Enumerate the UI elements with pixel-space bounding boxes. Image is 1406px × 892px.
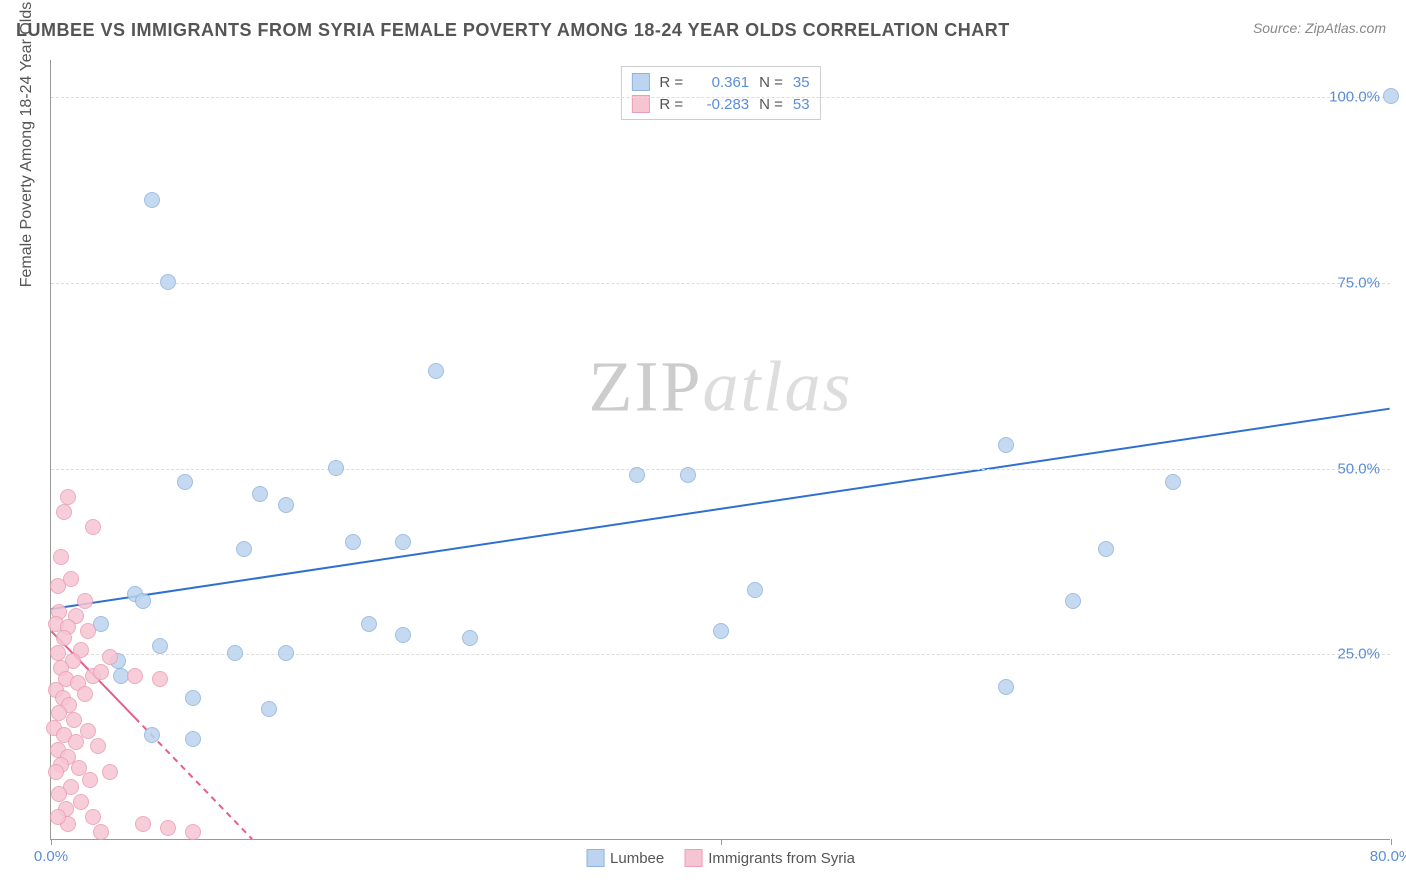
scatter-point <box>56 504 72 520</box>
legend-series-item: Lumbee <box>586 849 664 867</box>
x-tick-label: 0.0% <box>34 848 68 865</box>
watermark: ZIPatlas <box>588 346 852 429</box>
scatter-point <box>85 519 101 535</box>
y-tick-label: 75.0% <box>1337 274 1380 291</box>
scatter-point <box>51 786 67 802</box>
scatter-point <box>82 772 98 788</box>
legend-series-label: Immigrants from Syria <box>708 850 855 867</box>
scatter-point <box>680 467 696 483</box>
scatter-point <box>462 630 478 646</box>
scatter-point <box>713 623 729 639</box>
scatter-point <box>252 486 268 502</box>
scatter-point <box>629 467 645 483</box>
scatter-point <box>127 668 143 684</box>
scatter-point <box>428 363 444 379</box>
scatter-point <box>48 764 64 780</box>
legend-swatch <box>684 849 702 867</box>
scatter-point <box>185 731 201 747</box>
y-tick-label: 100.0% <box>1329 89 1380 106</box>
plot-area: ZIPatlas R =0.361N =35R =-0.283N =53 Lum… <box>50 60 1390 840</box>
scatter-point <box>236 541 252 557</box>
scatter-point <box>144 192 160 208</box>
x-tick <box>51 839 52 845</box>
scatter-point <box>395 627 411 643</box>
scatter-point <box>160 820 176 836</box>
scatter-point <box>1165 474 1181 490</box>
legend-series: Lumbee Immigrants from Syria <box>586 849 855 867</box>
scatter-point <box>160 274 176 290</box>
x-tick <box>721 839 722 845</box>
r-value: 0.361 <box>693 74 749 91</box>
scatter-point <box>77 686 93 702</box>
legend-series-item: Immigrants from Syria <box>684 849 855 867</box>
scatter-point <box>66 712 82 728</box>
scatter-point <box>278 645 294 661</box>
y-axis-label: Female Poverty Among 18-24 Year Olds <box>18 2 36 288</box>
watermark-part2: atlas <box>702 347 852 427</box>
scatter-point <box>93 824 109 840</box>
legend-correlation: R =0.361N =35R =-0.283N =53 <box>620 66 820 120</box>
scatter-point <box>177 474 193 490</box>
scatter-point <box>56 630 72 646</box>
scatter-point <box>1065 593 1081 609</box>
scatter-point <box>747 582 763 598</box>
scatter-point <box>77 593 93 609</box>
scatter-point <box>328 460 344 476</box>
scatter-point <box>102 649 118 665</box>
n-label: N = <box>759 74 783 91</box>
scatter-point <box>152 638 168 654</box>
scatter-point <box>998 679 1014 695</box>
scatter-point <box>135 593 151 609</box>
chart-title: LUMBEE VS IMMIGRANTS FROM SYRIA FEMALE P… <box>16 20 1010 41</box>
scatter-point <box>102 764 118 780</box>
scatter-point <box>135 816 151 832</box>
scatter-point <box>185 690 201 706</box>
scatter-point <box>73 794 89 810</box>
scatter-point <box>278 497 294 513</box>
grid-line <box>51 97 1390 98</box>
scatter-point <box>361 616 377 632</box>
scatter-point <box>50 578 66 594</box>
scatter-point <box>345 534 361 550</box>
y-tick-label: 25.0% <box>1337 646 1380 663</box>
scatter-point <box>1098 541 1114 557</box>
scatter-point <box>185 824 201 840</box>
scatter-point <box>227 645 243 661</box>
legend-correlation-row: R = 0.361 N = 35 <box>631 71 809 93</box>
scatter-point <box>998 437 1014 453</box>
scatter-point <box>1383 88 1399 104</box>
legend-swatch <box>631 73 649 91</box>
scatter-point <box>93 664 109 680</box>
watermark-part1: ZIP <box>588 347 702 427</box>
scatter-point <box>395 534 411 550</box>
scatter-point <box>51 705 67 721</box>
scatter-point <box>68 734 84 750</box>
source-label: Source: ZipAtlas.com <box>1253 20 1386 36</box>
scatter-point <box>80 623 96 639</box>
scatter-point <box>152 671 168 687</box>
trend-lines <box>51 60 1390 839</box>
scatter-point <box>90 738 106 754</box>
r-label: R = <box>659 74 683 91</box>
x-tick <box>1391 839 1392 845</box>
n-value: 35 <box>793 74 810 91</box>
grid-line <box>51 469 1390 470</box>
scatter-point <box>53 549 69 565</box>
y-tick-label: 50.0% <box>1337 460 1380 477</box>
scatter-point <box>144 727 160 743</box>
scatter-point <box>50 809 66 825</box>
scatter-point <box>261 701 277 717</box>
scatter-point <box>50 645 66 661</box>
grid-line <box>51 654 1390 655</box>
chart-container: LUMBEE VS IMMIGRANTS FROM SYRIA FEMALE P… <box>0 0 1406 892</box>
legend-swatch <box>586 849 604 867</box>
grid-line <box>51 283 1390 284</box>
legend-series-label: Lumbee <box>610 850 664 867</box>
scatter-point <box>85 809 101 825</box>
scatter-point <box>60 489 76 505</box>
x-tick-label: 80.0% <box>1370 848 1406 865</box>
